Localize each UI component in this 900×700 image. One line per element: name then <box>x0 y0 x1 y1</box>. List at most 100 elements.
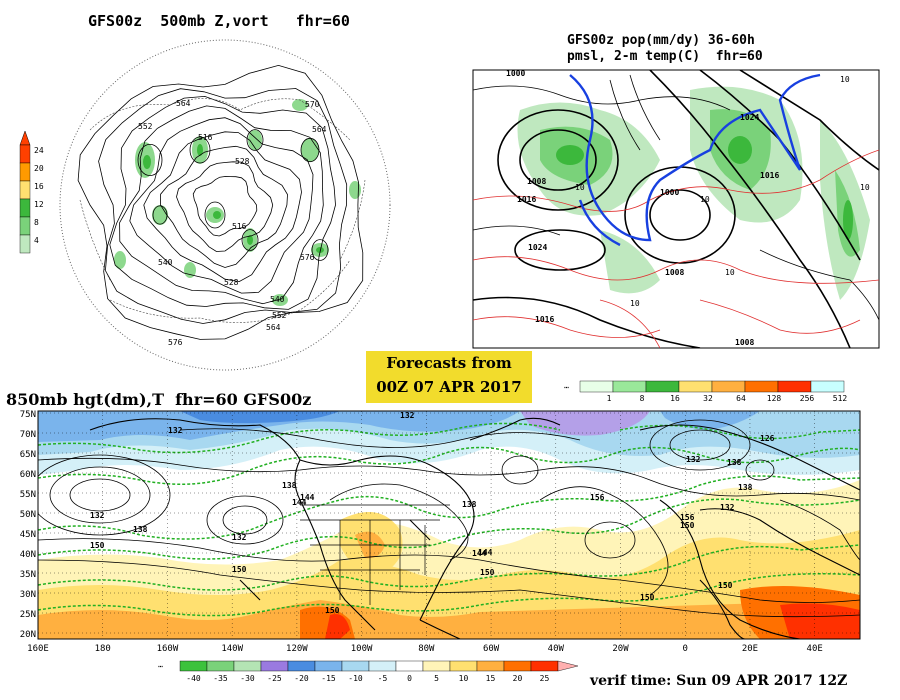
lat-label: 50N <box>20 510 36 520</box>
temp-bar-swatch <box>314 660 343 672</box>
lat-label: 35N <box>20 570 36 580</box>
polar-contour-label: 552 <box>272 311 287 320</box>
polar-height-contour <box>160 145 288 268</box>
temp-bar-swatch <box>233 660 262 672</box>
panel-850mb-colorbar: ⋯ -40 -35 -30 -25 -20 -15 -10 -5 0 5 10 15 20 25 <box>158 660 579 683</box>
panel-pop-title-2: pmsl, 2-m temp(C) fhr=60 <box>567 49 763 64</box>
verif-time: verif time: Sun 09 APR 2017 12Z <box>590 673 848 689</box>
pop-isobar-label: 1024 <box>528 243 547 252</box>
temp-bar-swatch <box>287 660 316 672</box>
vort-bar-tick: 4 <box>34 236 39 245</box>
hgt-contour-label: 138 <box>133 525 148 534</box>
pop-bar-swatch <box>810 380 845 393</box>
vort-bar-tick: 24 <box>34 146 44 155</box>
polar-low-contour <box>241 229 259 251</box>
lat-label: 60N <box>20 470 36 480</box>
lat-label: 30N <box>20 590 36 600</box>
pop-isobar-label: 1016 <box>760 171 779 180</box>
hgt-contour-label: 144 <box>472 549 487 558</box>
polar-low-contour <box>311 239 329 261</box>
polar-contour-label: 540 <box>270 295 285 304</box>
polar-height-contour <box>143 131 302 283</box>
pop-isobar-label: 1000 <box>506 69 525 78</box>
hgt-contour-label: 132 <box>232 533 247 542</box>
vort-bar-tick: 16 <box>34 182 44 191</box>
panel-500mb-title: GFS00z 500mb Z,vort fhr=60 <box>88 12 350 30</box>
pop-isobar-label: 1000 <box>660 188 679 197</box>
temp-bar-tick: -20 <box>294 674 309 683</box>
temp-bar-tick: -5 <box>378 674 388 683</box>
panel-pop-colorbar: ⋯ 1 8 16 32 64 128 256 512 <box>564 380 847 403</box>
pop-bar-swatch <box>744 380 779 393</box>
temp-bar-tick: -25 <box>267 674 282 683</box>
lat-label: 45N <box>20 530 36 540</box>
forecast-info-box: Forecasts from 00Z 07 APR 2017 <box>366 351 532 403</box>
hgt-contour-label: 132 <box>90 511 105 520</box>
lat-label: 40N <box>20 550 36 560</box>
lon-label: 40E <box>807 644 823 654</box>
hgt-contour-label: 150 <box>480 568 495 577</box>
pop-bar-swatch <box>711 380 746 393</box>
temp-bar-left-cap: ⋯ <box>158 662 163 671</box>
lat-label: 65N <box>20 450 36 460</box>
temp-bar-tick: 20 <box>513 674 523 683</box>
pop-bar-swatch <box>678 380 713 393</box>
temp-bar-tick: 10 <box>459 674 469 683</box>
forecast-line-2: 00Z 07 APR 2017 <box>376 378 522 396</box>
polar-contour-label: 540 <box>158 258 173 267</box>
lon-label: 80W <box>418 644 435 654</box>
polar-contour-label: 528 <box>235 157 250 166</box>
pop-bar-swatch <box>645 380 680 393</box>
hgt-contour-label: 150 <box>325 606 340 615</box>
polar-height-contour <box>77 64 364 340</box>
polar-low-contour <box>246 129 264 151</box>
temp-bar-swatch <box>476 660 505 672</box>
pop-bar-swatch <box>579 380 614 393</box>
hgt-contour-label: 138 <box>282 481 297 490</box>
pop-bar-tick: 16 <box>670 394 680 403</box>
polar-contour-label: 564 <box>312 125 327 134</box>
hgt-contour-label: 150 <box>680 521 695 530</box>
panel-500mb-map: 564 570 564 552 516 528 516 540 528 576 540 552 564 5… <box>59 39 391 371</box>
pop-bar-left-cap: ⋯ <box>564 383 569 392</box>
lon-label: 60W <box>483 644 500 654</box>
pop-isobar-label: 1024 <box>740 113 759 122</box>
pop-isotherm-label: 10 <box>840 75 850 84</box>
polar-low-contour <box>189 136 211 164</box>
vort-bar-swatch <box>19 144 31 164</box>
hgt-contour-label: 132 <box>400 411 415 420</box>
forecast-line-1: Forecasts from <box>386 354 512 372</box>
lat-label: 70N <box>20 430 36 440</box>
pop-bar-tick: 256 <box>800 394 815 403</box>
panel-pop-title-1: GFS00z pop(mm/dy) 36-60h <box>567 33 755 48</box>
lon-label: 0 <box>683 644 688 654</box>
polar-height-contour <box>192 176 258 237</box>
vort-bar-tick: 12 <box>34 200 44 209</box>
vort-bar-swatch <box>19 180 31 200</box>
hgt-contour-label: 132 <box>168 426 183 435</box>
polar-contour-label: 564 <box>176 99 191 108</box>
lon-label: 140W <box>221 644 243 654</box>
vort-bar-arrow <box>19 130 31 146</box>
pop-isobar-label: 1008 <box>665 268 684 277</box>
panel-pop-map: 1000 1008 1016 1024 1016 1000 1024 1008 1016 1008… <box>472 69 880 349</box>
lon-label: 100W <box>351 644 373 654</box>
vort-bar-swatch <box>19 162 31 182</box>
hgt-contour-label: 126 <box>760 434 775 443</box>
lon-label: 160E <box>27 644 49 654</box>
temp-bar-tick: -30 <box>240 674 255 683</box>
vort-bar-swatch <box>19 198 31 218</box>
temp-bar-swatch <box>179 660 208 672</box>
panel-500mb-colorbar: 24 20 16 12 8 4 <box>19 130 44 254</box>
polar-low-contour <box>137 143 163 176</box>
polar-contour-label: 576 <box>300 253 315 262</box>
polar-contour-label: 528 <box>224 278 239 287</box>
lat-label: 20N <box>20 630 36 640</box>
temp-bar-swatch <box>422 660 451 672</box>
polar-height-contour <box>119 105 324 305</box>
pop-isobar-label: 1016 <box>517 195 536 204</box>
polar-low-contour <box>204 201 226 229</box>
hgt-contour-label: 138 <box>738 483 753 492</box>
polar-contour-label: 570 <box>305 100 320 109</box>
